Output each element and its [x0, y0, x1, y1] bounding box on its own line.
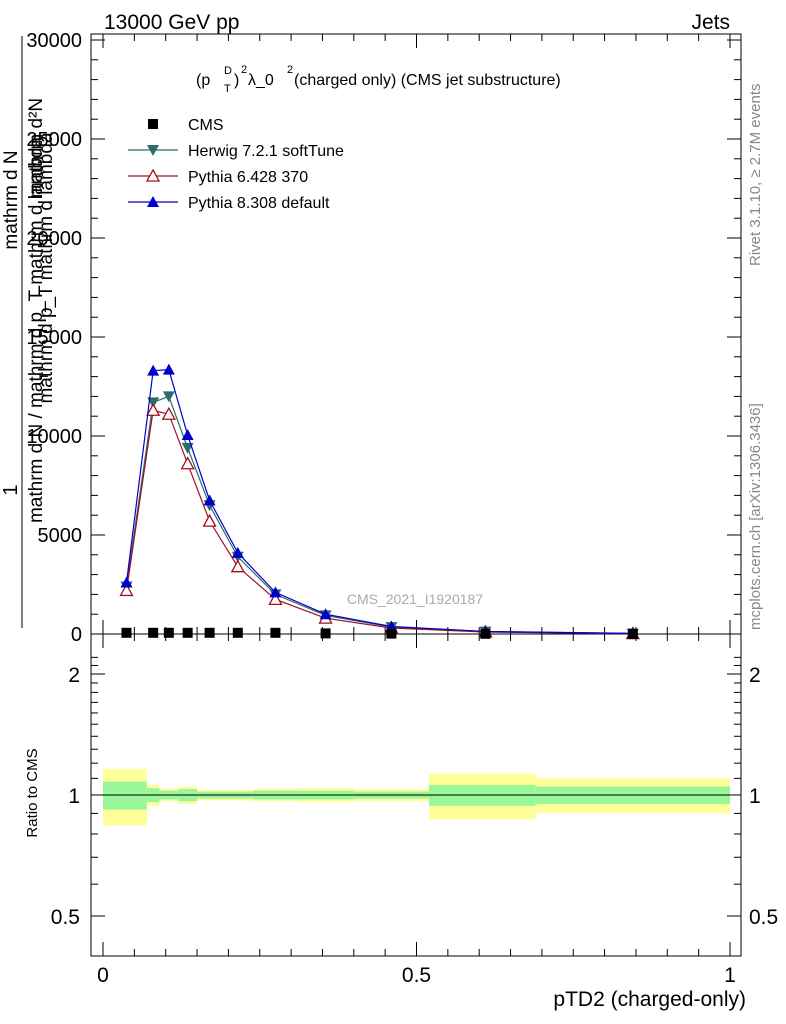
header-right: Jets — [691, 11, 730, 34]
x-tick-label: 0 — [97, 964, 109, 987]
series-3-point — [120, 576, 133, 588]
legend-marker — [147, 196, 159, 207]
ylabel-one: 1 — [0, 484, 22, 495]
legend-label: CMS — [188, 117, 224, 134]
x-tick-label: 0.5 — [402, 964, 431, 987]
ratio-band-inner-0 — [103, 781, 147, 810]
series-0-point — [320, 628, 331, 639]
plot-title: (p D T ) 2 λ_0 2 (charged only) (CMS jet… — [196, 64, 561, 95]
plot-title-rest: (charged only) (CMS jet substructure) — [294, 72, 561, 89]
series-3-point — [231, 546, 244, 558]
legend-label: Herwig 7.2.1 softTune — [188, 143, 344, 160]
ylabel-rhs-numerator: mathrm d²N — [26, 98, 47, 198]
series-3-point — [181, 429, 194, 441]
main-y-tick-label: 20000 — [26, 228, 82, 250]
main-y-axis-label: 1 mathrm d N mathrm d N / mathrm d p_T m… — [0, 36, 57, 628]
series-0-point — [627, 628, 638, 639]
series-0-point — [148, 627, 159, 638]
series-3-point — [147, 364, 160, 376]
series-0-point — [386, 628, 397, 639]
ratio-y-tick-label-right: 0.5 — [749, 906, 778, 929]
ratio-y-tick-label: 2 — [68, 664, 80, 687]
header-left: 13000 GeV pp — [104, 11, 239, 34]
series-0-point — [232, 627, 243, 638]
ratio-y-tick-label: 0.5 — [51, 906, 80, 929]
ratio-y-tick-label: 1 — [68, 785, 80, 808]
plot-title-mid: ) — [234, 72, 239, 89]
main-y-tick-label: 30000 — [26, 30, 82, 52]
ratio-y-tick-label-right: 2 — [749, 664, 761, 687]
legend-label: Pythia 6.428 370 — [188, 169, 308, 186]
series-2-point — [119, 583, 134, 597]
series-0-point — [480, 628, 491, 639]
series-1-point — [147, 397, 160, 409]
ylabel-numerator: mathrm d N — [1, 150, 22, 249]
series-2-point — [146, 402, 161, 416]
main-y-tick-label: 0 — [71, 624, 82, 646]
ratio-y-axis-label: Ratio to CMS — [24, 748, 41, 837]
series-1-point — [162, 391, 175, 403]
series-0-point — [204, 627, 215, 638]
series-0-point — [163, 627, 174, 638]
plot-title-prefix: (p — [196, 72, 210, 89]
series-2-point — [230, 559, 245, 573]
series-0-point — [270, 627, 281, 638]
main-axis-ticks: 0 5000 10000 15000 20000 25000 30000 — [26, 30, 741, 646]
legend: CMS Herwig 7.2.1 softTune Pythia 6.428 370… — [128, 117, 344, 212]
plot-title-sub-t: T — [224, 83, 231, 95]
analysis-watermark: CMS_2021_I1920187 — [347, 591, 483, 607]
main-y-tick-label: 15000 — [26, 327, 82, 349]
main-y-tick-label: 10000 — [26, 426, 82, 448]
legend-marker — [145, 168, 161, 182]
ylabel-denominator-sub-t: T — [37, 372, 51, 380]
series-2-point — [180, 456, 195, 470]
series-2-point — [268, 591, 283, 605]
series-3-point — [319, 608, 332, 620]
legend-label: Pythia 8.308 default — [188, 195, 330, 212]
series-3-point — [162, 363, 175, 375]
plot-title-sup-d: D — [224, 65, 232, 77]
series-2-point — [202, 513, 217, 527]
series-0-point — [182, 627, 193, 638]
ylabel-rhs-denominator: mathrm d p_T mathrm d lambda — [36, 132, 57, 403]
series-2-point — [161, 406, 176, 420]
ylabel-denominator: mathrm d N / mathrm d p_T mathrm d lambd… — [26, 137, 47, 524]
legend-marker — [147, 145, 159, 156]
x-tick-label: 1 — [724, 964, 736, 987]
plot-title-sup-2b: 2 — [287, 64, 293, 76]
series-layer — [119, 363, 640, 640]
series-0-point — [121, 627, 132, 638]
rivet-version-label: Rivet 3.1.10, ≥ 2.7M events — [747, 84, 764, 267]
series-3-point — [269, 586, 282, 598]
x-axis-label: pTD2 (charged-only) — [553, 988, 746, 1011]
plot-title-sup-2a: 2 — [241, 64, 247, 76]
series-3-point — [203, 494, 216, 506]
mcplots-label: mcplots.cern.ch [arXiv:1306.3436] — [747, 403, 764, 630]
legend-marker — [148, 119, 158, 129]
main-y-tick-label: 5000 — [38, 525, 83, 547]
ratio-bands — [103, 769, 730, 826]
plot-title-lambda: λ_0 — [248, 72, 274, 89]
ratio-axis-ticks: 0.5 0.5 1 1 2 2 0 0.5 1 — [51, 634, 778, 987]
ratio-y-tick-label-right: 1 — [749, 785, 761, 808]
main-y-tick-label: 25000 — [26, 129, 82, 151]
